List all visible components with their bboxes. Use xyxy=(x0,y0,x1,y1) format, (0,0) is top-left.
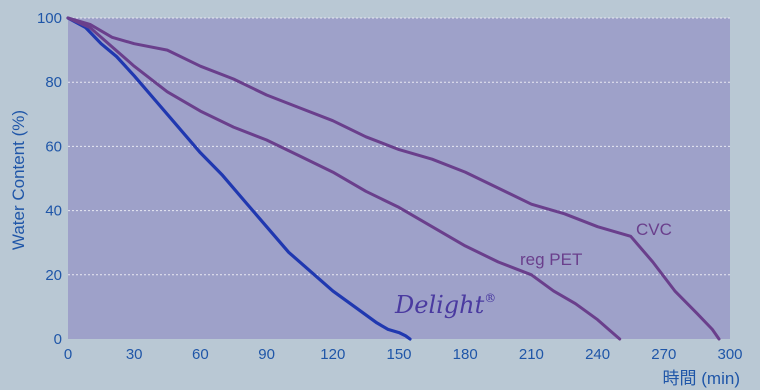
x-tick-label: 150 xyxy=(386,346,411,363)
series-label-delight: Delight® xyxy=(394,291,496,319)
series-lines xyxy=(66,16,721,341)
x-tick-label: 270 xyxy=(651,346,676,363)
x-tick-label: 90 xyxy=(258,346,275,363)
plot-area xyxy=(68,18,730,339)
y-axis-title: Water Content (%) xyxy=(9,110,28,250)
y-tick-label: 100 xyxy=(37,10,62,27)
x-tick-label: 30 xyxy=(126,346,143,363)
series-line-reg-pet xyxy=(66,16,622,341)
y-axis-ticks: 0 20 40 60 80 100 xyxy=(37,10,62,348)
x-axis-title: 時間 (min) xyxy=(663,369,740,388)
x-tick-label: 180 xyxy=(453,346,478,363)
x-tick-label: 300 xyxy=(717,346,742,363)
x-tick-label: 210 xyxy=(519,346,544,363)
x-tick-label: 120 xyxy=(320,346,345,363)
series-label-cvc: CVC xyxy=(636,220,672,239)
y-tick-label: 20 xyxy=(45,267,62,284)
y-tick-label: 60 xyxy=(45,138,62,155)
series-label-reg-pet: reg PET xyxy=(520,250,582,269)
series-line-delight xyxy=(66,16,412,341)
x-axis-ticks: 0 30 60 90 120 150 180 210 240 270 300 xyxy=(64,346,743,363)
x-tick-label: 0 xyxy=(64,346,72,363)
y-tick-label: 0 xyxy=(54,331,62,348)
x-tick-label: 240 xyxy=(585,346,610,363)
series-line-cvc xyxy=(66,16,721,341)
x-tick-label: 60 xyxy=(192,346,209,363)
y-tick-label: 40 xyxy=(45,203,62,220)
series-labels: Delight® reg PET CVC xyxy=(394,220,672,319)
y-tick-label: 80 xyxy=(45,74,62,91)
